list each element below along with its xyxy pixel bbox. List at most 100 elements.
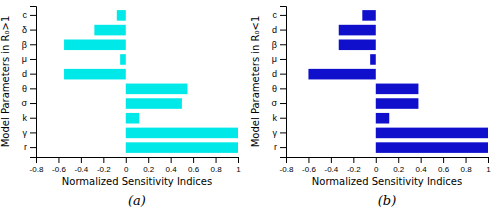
y-tick-mark xyxy=(280,15,286,16)
y-tick-mark xyxy=(280,44,286,45)
x-tick-label: 0.2 xyxy=(393,165,405,174)
x-tick-label: 0 xyxy=(124,165,129,174)
bar xyxy=(126,113,139,124)
y-tick-mark xyxy=(280,118,286,119)
bar xyxy=(64,69,126,80)
panel: -0.8-0.6-0.4-0.200.20.40.60.81cδβμdθσkγr… xyxy=(0,7,241,209)
bar xyxy=(94,25,125,36)
y-tick: β xyxy=(22,40,36,50)
y-tick-label: c xyxy=(23,10,28,20)
x-tick-mark xyxy=(376,157,377,163)
x-tick-label: 1 xyxy=(236,165,241,174)
y-tick-mark xyxy=(30,59,36,60)
x-tick-mark xyxy=(308,157,309,163)
y-tick-mark xyxy=(280,30,286,31)
y-tick-label: θ xyxy=(272,84,277,94)
x-tick: -0.4 xyxy=(324,157,338,174)
y-tick-mark xyxy=(280,147,286,148)
x-axis: -0.8-0.6-0.4-0.200.20.40.60.81 xyxy=(30,157,242,174)
y-axis: cdβμdθσkγr xyxy=(271,7,286,158)
y-tick-label: r xyxy=(274,142,277,152)
y-tick: k xyxy=(273,113,287,123)
x-tick-mark xyxy=(171,157,172,163)
x-tick: -0.8 xyxy=(280,157,294,174)
y-tick-mark xyxy=(280,59,286,60)
y-tick: σ xyxy=(21,98,36,108)
x-axis-line xyxy=(287,158,489,164)
x-tick-mark xyxy=(398,157,399,163)
x-tick-label: -0.8 xyxy=(30,165,44,174)
y-tick-mark xyxy=(30,88,36,89)
x-tick-label: 0.6 xyxy=(438,165,450,174)
y-tick-mark xyxy=(30,44,36,45)
y-tick: μ xyxy=(272,54,286,64)
y-tick-mark xyxy=(30,74,36,75)
x-tick: 0 xyxy=(374,157,379,174)
y-tick-mark xyxy=(30,15,36,16)
panel: -0.8-0.6-0.4-0.200.20.40.60.81cdβμdθσkγr… xyxy=(250,7,491,209)
bar xyxy=(126,98,182,109)
x-tick-mark xyxy=(126,157,127,163)
x-tick-label: -0.4 xyxy=(74,165,88,174)
x-tick-label: 0.8 xyxy=(460,165,472,174)
x-tick-label: 1 xyxy=(486,165,491,174)
y-tick: μ xyxy=(22,54,36,64)
panel-label: (b) xyxy=(378,193,396,208)
y-tick: γ xyxy=(273,128,287,138)
x-tick-mark xyxy=(466,157,467,163)
y-tick: θ xyxy=(272,84,286,94)
y-tick-label: k xyxy=(273,113,278,123)
x-tick-mark xyxy=(58,157,59,163)
bar xyxy=(339,39,376,50)
y-tick-mark xyxy=(280,103,286,104)
bar xyxy=(376,142,488,153)
y-tick-mark xyxy=(30,30,36,31)
bar xyxy=(126,142,238,153)
y-tick: γ xyxy=(23,128,37,138)
y-axis-title: Model Parameters in R₀<1 xyxy=(250,16,261,148)
bar xyxy=(126,84,188,95)
bar xyxy=(376,84,419,95)
y-tick-label: μ xyxy=(272,54,277,64)
bar xyxy=(376,113,389,124)
y-axis: cδβμdθσkγr xyxy=(21,7,36,158)
x-tick-mark xyxy=(331,157,332,163)
x-tick: 0.2 xyxy=(143,157,155,174)
y-tick-label: d xyxy=(22,69,27,79)
x-tick-label: -0.2 xyxy=(347,165,361,174)
x-tick-mark xyxy=(443,157,444,163)
bar xyxy=(376,128,488,139)
y-tick-label: δ xyxy=(22,25,27,35)
y-tick: σ xyxy=(271,98,286,108)
y-tick: d xyxy=(22,69,36,79)
y-tick-label: r xyxy=(24,142,27,152)
x-tick-label: -0.4 xyxy=(324,165,338,174)
y-tick-label: β xyxy=(22,40,27,50)
bars xyxy=(64,10,238,153)
y-tick-label: γ xyxy=(23,128,28,138)
x-tick-label: 0.4 xyxy=(166,165,178,174)
y-tick-label: c xyxy=(273,10,278,20)
x-tick: -0.4 xyxy=(74,157,88,174)
y-axis-line xyxy=(280,7,287,158)
x-axis-line xyxy=(37,158,239,164)
x-tick: 0.4 xyxy=(416,157,428,174)
x-axis: -0.8 -0.6 -0.4 -0.2 0 0.2 0.4 0.6 0.8 1 xyxy=(280,157,492,174)
x-tick-label: -0.2 xyxy=(97,165,111,174)
x-tick: -0.6 xyxy=(52,157,66,174)
x-tick: -0.6 xyxy=(302,157,316,174)
x-tick: -0.8 xyxy=(30,157,44,174)
x-tick: 0.8 xyxy=(210,157,222,174)
x-tick: 1 xyxy=(486,157,491,174)
bars xyxy=(308,10,488,153)
bar xyxy=(362,10,375,21)
bar xyxy=(308,69,375,80)
x-tick: 1 xyxy=(236,157,241,174)
x-tick-mark xyxy=(103,157,104,163)
x-tick: -0.2 xyxy=(97,157,111,174)
y-tick: r xyxy=(24,142,36,152)
x-tick-label: -0.6 xyxy=(302,165,316,174)
y-tick: d xyxy=(272,25,286,35)
x-tick-label: -0.8 xyxy=(280,165,294,174)
x-tick: 0 xyxy=(124,157,129,174)
